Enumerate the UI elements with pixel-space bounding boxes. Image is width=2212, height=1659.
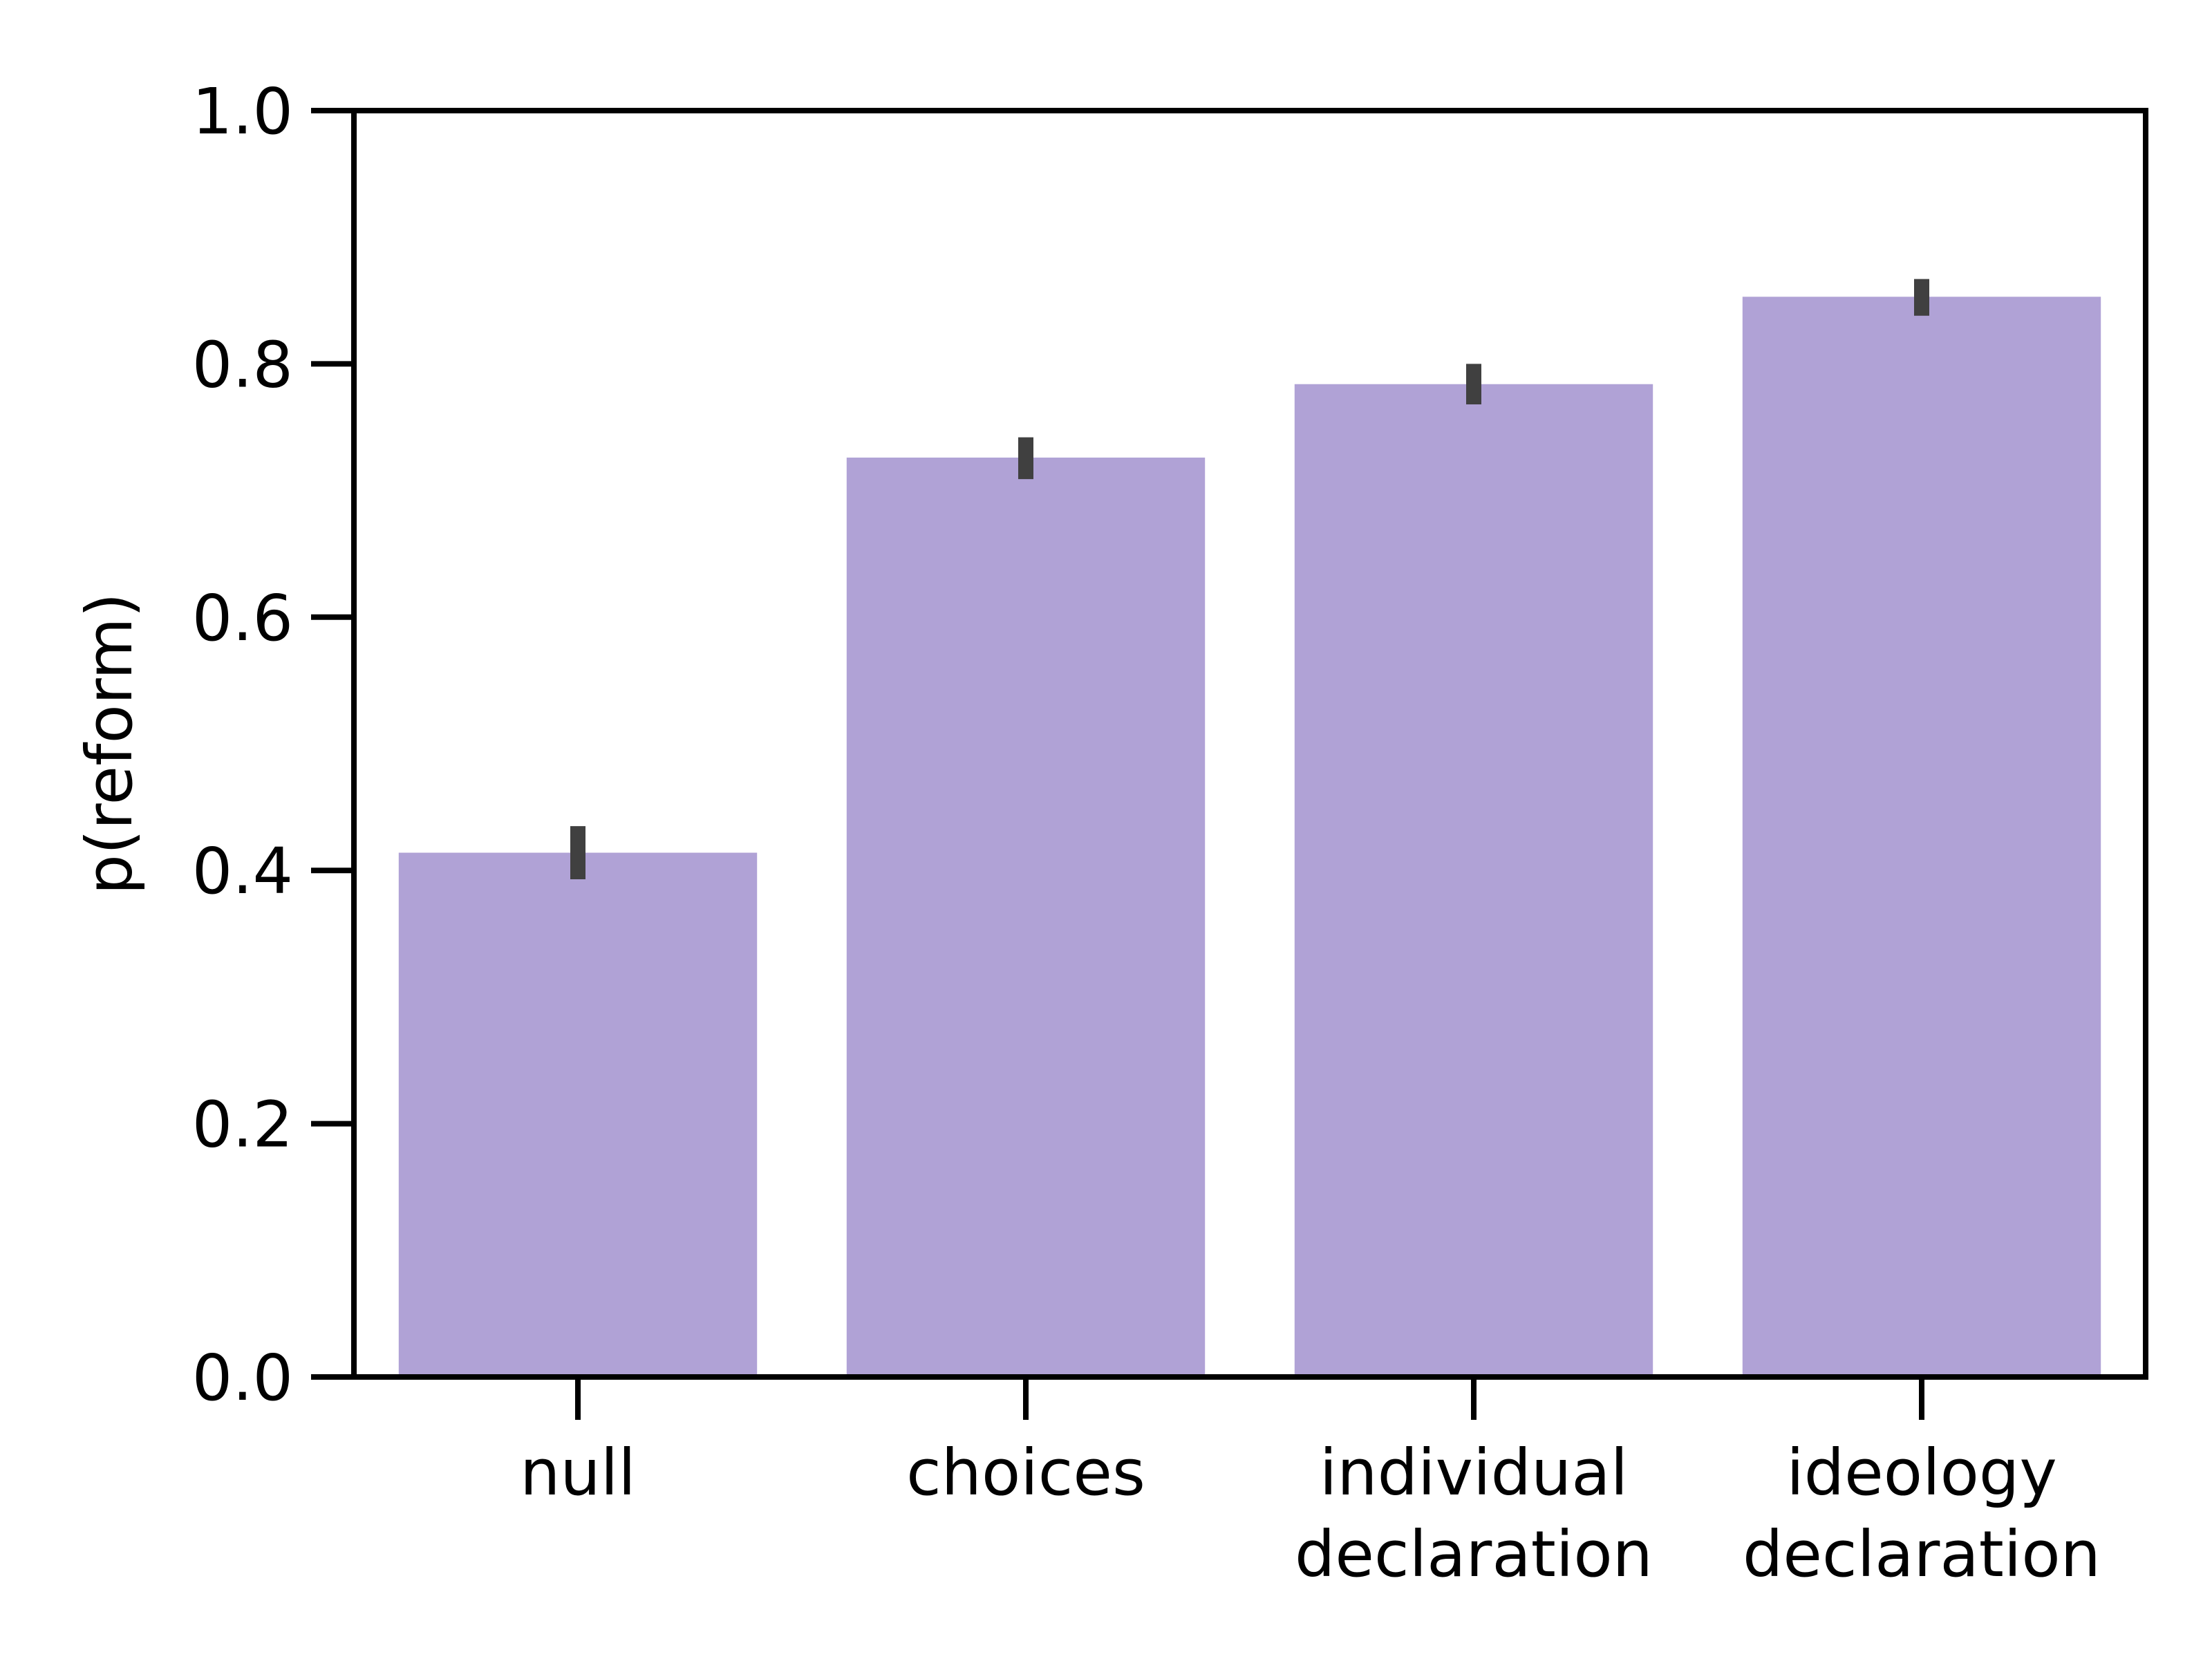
y-axis-label: p(reform) [73, 592, 147, 894]
y-axis: 0.0 0.2 0.4 0.6 0.8 1.0 [192, 75, 354, 1415]
x-tick-label-line: declaration [1295, 1517, 1653, 1591]
bar [1294, 384, 1653, 1378]
x-tick-label: ideology declaration [1743, 1436, 2101, 1591]
y-tick-label: 0.6 [192, 581, 293, 655]
error-bars-group [570, 279, 1929, 880]
x-tick-label-line: declaration [1743, 1517, 2101, 1591]
y-tick-label: 0.8 [192, 328, 293, 402]
y-tick-label: 0.0 [192, 1341, 293, 1415]
y-tick-label: 1.0 [192, 75, 293, 149]
bar [846, 457, 1206, 1377]
x-tick-label: choices [906, 1436, 1145, 1510]
bars-group [398, 297, 2101, 1378]
x-tick-label-line: individual [1320, 1436, 1628, 1510]
x-tick-label: individual declaration [1295, 1436, 1653, 1591]
x-tick-label: null [520, 1436, 636, 1510]
plot-frame [351, 108, 2148, 1380]
x-axis: null choices individual declarationideology… [520, 1377, 2101, 1591]
x-tick-label-line: null [520, 1436, 636, 1510]
x-tick-label-line: choices [906, 1436, 1145, 1510]
bar [398, 852, 758, 1377]
x-tick-label-line: ideology [1786, 1436, 2057, 1510]
y-tick-label: 0.4 [192, 834, 293, 908]
y-tick-label: 0.2 [192, 1088, 293, 1162]
bar [1742, 297, 2101, 1378]
